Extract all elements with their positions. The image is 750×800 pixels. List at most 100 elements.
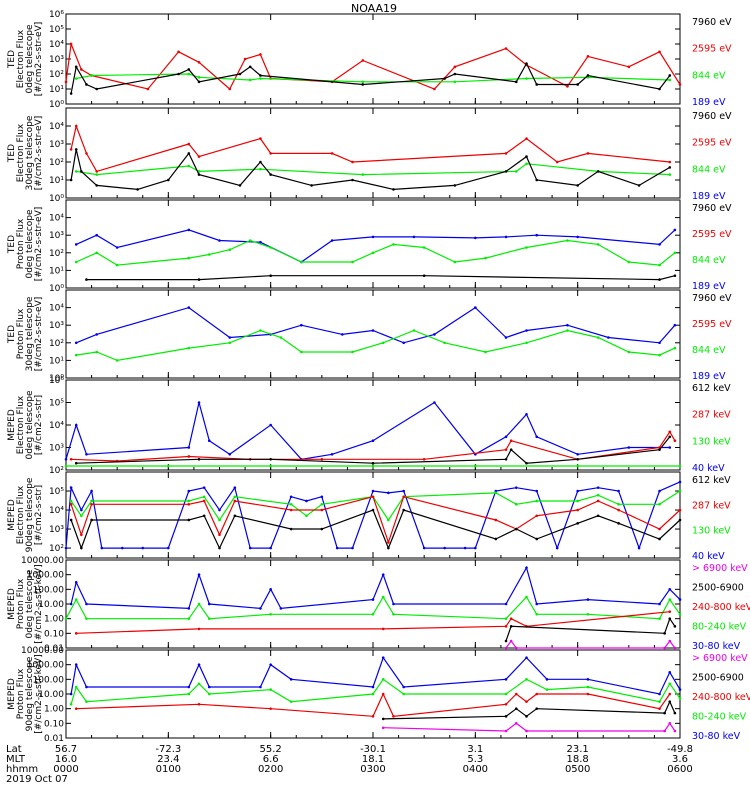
- data-point: [371, 612, 375, 616]
- legend-label: 844 eV: [692, 164, 726, 175]
- panel-ted-proton-0deg: 10⁰ 10¹ 10² 10³ 10⁴ TEDProton Flux0deg telesc…: [7, 199, 732, 294]
- y-axis-label: MEPEDElectron Flux0deg telescope[#/cm2-s…: [7, 390, 44, 460]
- data-point: [525, 461, 528, 465]
- data-point: [197, 278, 201, 281]
- series-black: [70, 149, 671, 191]
- data-point: [504, 702, 508, 706]
- panel-frame: [65, 13, 681, 105]
- data-point: [663, 632, 666, 635]
- data-point: [269, 152, 272, 155]
- data-point: [371, 508, 375, 512]
- y-tick-label: 10¹: [49, 356, 64, 366]
- data-point: [658, 537, 661, 541]
- data-point: [586, 74, 590, 77]
- y-axis-label-line: [#/cm2-s-str-eV]: [34, 297, 44, 372]
- data-point: [668, 671, 672, 674]
- data-point: [535, 612, 539, 616]
- y-tick-label: 1.00: [44, 705, 64, 715]
- data-point: [422, 246, 426, 249]
- y-tick-label: 10³: [49, 55, 64, 65]
- data-point: [509, 617, 513, 620]
- data-point: [668, 682, 672, 686]
- data-point: [95, 251, 98, 255]
- data-point: [402, 341, 406, 345]
- data-point: [514, 80, 518, 84]
- data-point: [141, 546, 145, 550]
- data-point: [85, 700, 88, 703]
- panel-frame: [65, 559, 681, 649]
- data-point: [453, 80, 457, 84]
- data-point: [371, 685, 375, 689]
- data-point: [167, 178, 170, 182]
- data-point: [269, 423, 272, 427]
- data-point: [218, 546, 221, 550]
- data-point: [566, 323, 569, 327]
- y-tick-label: 10⁴: [49, 421, 64, 431]
- data-point: [95, 184, 98, 187]
- data-point: [85, 617, 88, 620]
- y-tick-label: 10³: [49, 140, 64, 150]
- legend-label: 40 keV: [692, 463, 725, 474]
- series-red: [70, 123, 670, 173]
- data-point: [269, 246, 272, 249]
- data-point: [443, 77, 446, 80]
- data-point: [90, 503, 93, 506]
- data-point: [85, 83, 88, 86]
- y-axis-label-line: TED: [7, 235, 17, 254]
- data-point: [576, 452, 579, 456]
- data-point: [658, 278, 661, 281]
- data-point: [658, 341, 661, 345]
- x-tick-lat: -30.1: [360, 744, 386, 755]
- series-green: [76, 163, 670, 176]
- data-point: [279, 336, 283, 339]
- y-tick-label: 10⁴: [49, 506, 64, 516]
- data-point: [576, 489, 579, 493]
- data-point: [64, 617, 68, 620]
- data-point: [586, 612, 590, 616]
- data-point: [202, 495, 206, 499]
- data-point: [177, 72, 180, 76]
- data-point: [668, 435, 672, 439]
- data-point: [289, 495, 293, 499]
- series-black: [86, 275, 676, 281]
- data-point: [387, 518, 390, 522]
- data-point: [351, 350, 354, 354]
- y-axis-label-line: Proton Flux: [16, 218, 26, 269]
- data-point: [668, 588, 672, 591]
- y-tick-label: 10¹: [49, 266, 64, 276]
- y-tick-label: 10³: [49, 444, 64, 454]
- y-tick-label: 10²: [49, 544, 64, 554]
- data-point: [392, 188, 395, 191]
- data-point: [402, 489, 406, 493]
- y-axis-label-line: Proton Flux: [16, 578, 26, 629]
- data-point: [545, 678, 549, 681]
- data-point: [202, 499, 206, 503]
- x-tick-lat: 3.1: [467, 744, 483, 755]
- data-point: [474, 546, 477, 550]
- data-point: [269, 612, 272, 616]
- series-blue: [65, 481, 681, 550]
- data-point: [525, 595, 528, 599]
- data-point: [74, 148, 78, 151]
- y-axis-label-line: [#/cm2-s-str]: [34, 485, 44, 545]
- data-point: [371, 464, 375, 468]
- data-point: [525, 700, 528, 703]
- data-point: [474, 236, 477, 240]
- data-point: [197, 627, 201, 631]
- data-point: [668, 74, 672, 77]
- data-point: [218, 533, 221, 537]
- data-point: [402, 508, 406, 512]
- legend-label: 189 eV: [692, 191, 726, 202]
- data-point: [525, 715, 528, 718]
- data-point: [69, 602, 73, 606]
- x-tick-mlt: 23.4: [157, 754, 179, 765]
- y-tick-label: 10¹: [49, 85, 64, 95]
- x-tick-mlt: 16.0: [55, 754, 77, 765]
- data-point: [402, 495, 406, 499]
- data-point: [259, 77, 262, 80]
- data-point: [351, 260, 354, 264]
- data-point: [381, 656, 385, 659]
- data-point: [504, 625, 508, 628]
- data-point: [187, 446, 191, 449]
- data-point: [668, 692, 672, 696]
